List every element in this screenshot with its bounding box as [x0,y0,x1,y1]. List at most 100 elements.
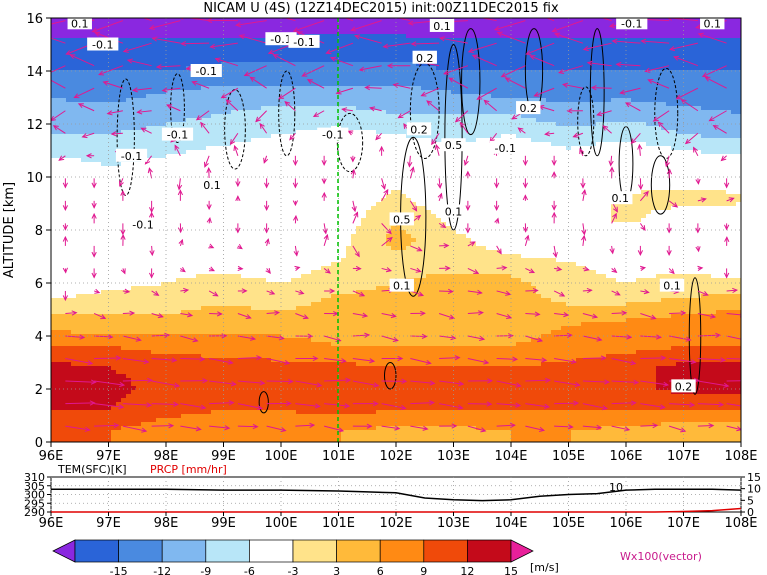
wind-vector [504,77,526,89]
wind-vector [640,380,670,387]
wind-vector [206,200,212,211]
wind-vector [237,403,263,411]
surface-right-tick-label: 0 [747,506,754,519]
wind-vector [647,78,670,89]
wind-vector [410,380,436,386]
wind-vector [191,80,210,89]
surface-right-tick-label: 15 [747,471,761,484]
wind-vector [638,178,644,191]
wind-vector [341,107,353,113]
chart-title: NICAM U (4S) (12Z14DEC2015) init:00Z11DE… [203,1,559,16]
wind-vector [582,266,590,272]
wind-vector [553,290,566,297]
wind-vector [208,243,215,249]
wind-vector [639,265,647,271]
wind-vector [465,223,471,234]
wind-vector [122,288,131,294]
colorbar-label: 15 [504,565,518,575]
wind-vector [266,378,294,385]
wind-vector [581,189,587,201]
y-tick-label: 16 [26,12,43,27]
wind-vector [324,288,336,294]
wind-vector [237,423,259,430]
wind-vector [382,42,411,49]
wind-vector [467,401,493,407]
wind-vector [723,178,730,189]
wind-vector [386,63,411,69]
wind-vector [65,334,86,340]
wind-vector [640,422,659,429]
x-axis: 96E 97E 98E 99E 100E 101E 102E 103E 104E 105E 106E… [39,442,758,464]
wind-vector [91,268,97,279]
wind-vector [695,245,701,253]
wind-vector [324,425,345,433]
wind-vector [352,380,380,388]
contour-loop [278,70,296,157]
wind-vector [697,423,715,429]
wind-vector [704,76,727,89]
wind-vector [437,178,443,189]
wind-vector [235,20,267,28]
wind-vector [467,310,484,316]
wind-vector [176,178,183,191]
wind-vector [237,265,244,272]
wind-vector [120,233,126,246]
wind-vector [166,104,181,112]
wind-vector [582,335,603,342]
wind-vector [301,65,325,77]
wind-vector [62,223,69,231]
wind-vector [640,289,650,295]
tem-legend: TEM(SFC)[K] [57,463,127,476]
colorbar-box [118,539,163,563]
wind-vector [562,82,583,89]
contour-label: 0.5 [445,139,463,152]
wind-vector [708,110,727,122]
wind-vector [669,335,692,342]
wind-vector [551,171,557,179]
wind-vector [208,266,216,272]
wind-vector [284,100,296,112]
wind-vector [266,358,291,366]
wind-vector [669,402,696,408]
wind-vector [155,64,181,70]
wind-vector [237,380,266,386]
wind-vector [278,87,296,100]
wind-vector [551,211,557,224]
wind-vector [323,233,329,247]
wind-vector [558,65,584,74]
wind-vector [325,42,354,55]
wind-vector [554,332,573,338]
contour-labels: -0.1 -0.1 -0.1-0.1-0.1-0.1-0.1-0.1-0.1-0.1… [67,16,725,393]
contour-label: 0.5 [393,213,411,226]
wind-vector [637,245,644,257]
wind-vector [149,245,155,257]
wind-vector [439,334,457,341]
colorbar-label: -6 [244,565,255,575]
wind-vector [178,238,184,247]
wind-vector [666,168,673,179]
colorbar-box [467,539,512,563]
wind-vector [639,190,649,202]
wind-vector [396,18,411,22]
contour-label: 0.1 [445,205,463,218]
wind-vector [292,200,298,207]
colorbar-box [379,539,425,563]
wind-vector [467,358,490,365]
contour-label: -0.1 [270,33,291,46]
wind-vector [693,146,699,157]
wind-vector [426,100,440,112]
wind-vector [381,223,392,235]
wind-vector [229,132,239,146]
colorbar-box [161,539,207,563]
y-tick-label: 14 [26,65,43,80]
wind-vector [312,110,325,118]
wind-vector [52,125,66,134]
wind-vector [122,42,152,53]
wind-vector [723,268,730,279]
wind-vector [410,245,423,252]
wind-vector [352,423,373,429]
wind-vector [493,20,526,31]
wind-vector [266,400,292,407]
wind-vector [697,197,707,203]
wind-vector [62,235,69,246]
